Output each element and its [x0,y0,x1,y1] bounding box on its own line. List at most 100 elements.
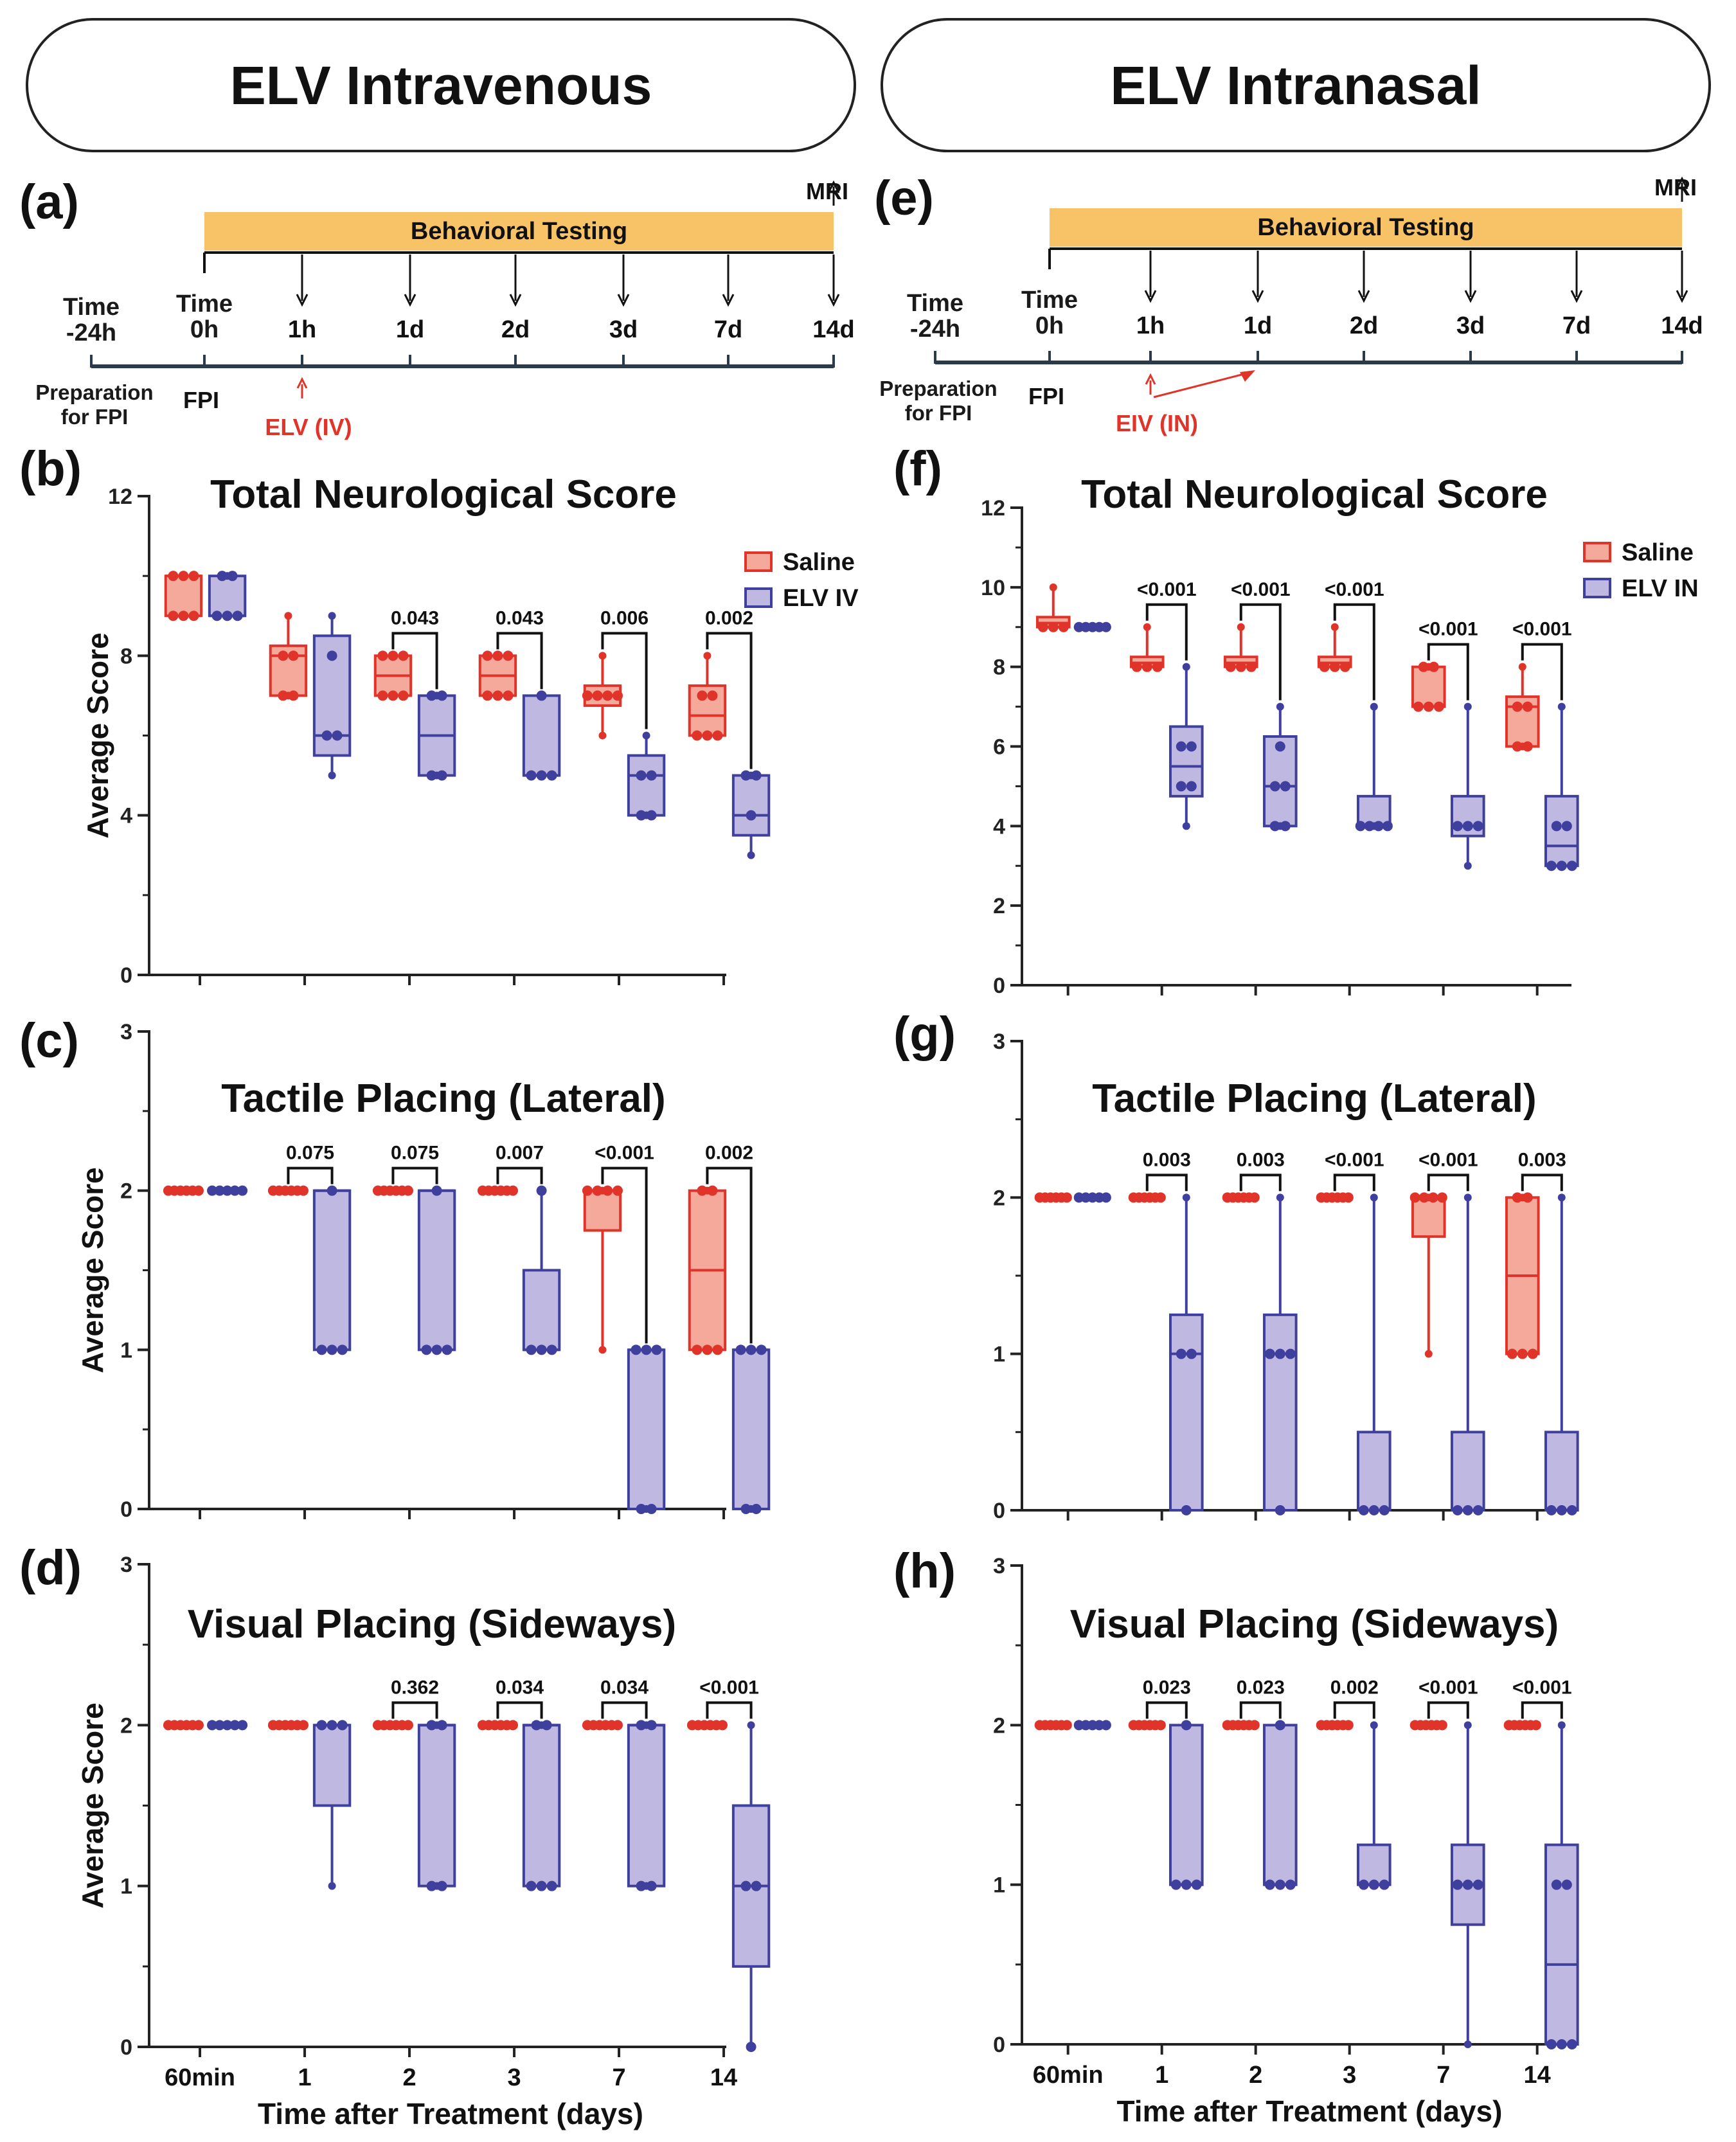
whisker-cap-point [1463,2040,1472,2048]
legend-swatch-saline [744,551,773,572]
whisker-cap-point [1182,822,1190,830]
elv-box [627,731,666,821]
data-point [1546,1505,1557,1515]
data-point [636,770,647,781]
data-point [398,650,409,661]
elv-box [522,1720,561,1891]
data-point [214,1185,225,1196]
data-point [1285,1879,1296,1890]
data-point [237,1720,248,1731]
box [583,1189,622,1232]
data-point [1343,1192,1354,1203]
saline-box [163,1720,204,1731]
panel-label: (f) [893,442,942,496]
behavioral-testing-bar [204,212,834,251]
whisker-cap-point [1276,702,1284,711]
data-point [756,1344,767,1355]
data-point [482,650,493,661]
whisker-cap-point [284,1186,292,1195]
header-left-pill [26,18,856,152]
fpi-label: FPI [183,387,219,413]
p-value-label: 0.075 [391,1143,439,1164]
data-point [1462,821,1473,832]
elv-box [1450,1193,1485,1515]
prep-label-line: Preparation [879,377,997,400]
box [1544,1431,1579,1512]
data-point [1100,1720,1111,1731]
data-point [712,1344,723,1355]
x-tick-label: 1 [298,2064,311,2091]
y-tick-label: 3 [120,1020,132,1044]
p-value-label: <0.001 [1137,579,1197,600]
whisker-cap-point [747,851,755,859]
box [688,684,727,737]
data-point [1433,701,1444,712]
elv-box [312,1185,352,1355]
timeline-tick-label: 7d [714,316,742,343]
saline-box [1128,1720,1166,1731]
whisker-cap-point [1370,1193,1378,1202]
data-point [1530,1720,1541,1731]
p-value-label: 0.007 [496,1143,544,1164]
data-point [508,1720,519,1731]
legend-label-elv: ELV IN [1622,575,1699,602]
y-tick-label: 4 [993,814,1005,839]
whisker-cap-point [1463,1506,1472,1514]
data-point [546,770,557,781]
data-point [1413,701,1424,712]
elv-box [312,612,352,780]
data-point [1566,1505,1577,1515]
whisker-cap-point [433,1721,441,1729]
elv-box [207,1720,248,1731]
whisker-cap-point [328,1346,336,1354]
box [1168,1313,1204,1512]
saline-box [1316,1720,1354,1731]
p-value-label: 0.023 [1237,1677,1285,1698]
box [522,1724,561,1888]
arrow-up-icon [827,180,840,193]
arrow-down-icon [1251,290,1264,303]
timeline-tick-label: 1h [288,316,316,343]
data-point [211,611,222,621]
data-point [692,1344,702,1355]
elv-box [1262,1193,1298,1515]
data-point [1546,861,1557,871]
data-point [482,690,493,701]
data-point [1522,701,1533,712]
whisker-cap-point [1424,1350,1433,1358]
whisker-cap-point [537,692,546,700]
whisker-cap-point [1237,1721,1245,1729]
data-point [582,690,593,701]
arrow-up-icon [1676,176,1688,190]
data-point [168,611,179,621]
box [164,575,203,618]
x-axis-label: Time after Treatment (days) [258,2097,643,2130]
y-tick-label: 2 [993,894,1005,918]
data-point [1275,1348,1285,1359]
whisker-cap-point [1182,1880,1190,1889]
whisker-cap-point [747,1721,755,1729]
elv-box [1544,1721,1579,2049]
y-tick-label: 1 [120,1875,132,1899]
panel-f: (f) Total Neurological Score 0 2 4 6 8 10 12 <0.0… [893,442,1699,998]
p-value-label: <0.001 [1325,1149,1384,1170]
whisker-cap-point [1518,1193,1526,1202]
whisker-cap-point [642,1721,650,1729]
data-point [526,1344,537,1355]
saline-box [1128,1192,1166,1203]
saline-box [478,650,517,701]
x-tick-label: 7 [1436,2062,1450,2089]
p-value-label: 0.002 [705,1143,753,1164]
y-tick-label: 4 [120,804,132,828]
chart-title: Visual Placing (Sideways) [188,1602,676,1647]
data-point [1176,1348,1186,1359]
p-value-label: <0.001 [1231,579,1291,600]
elv-box [1544,702,1579,871]
significance-bracket [1239,1174,1282,1191]
whisker-cap-point [1237,1193,1245,1202]
whisker-cap-point [433,771,441,780]
y-tick-label: 3 [120,1553,132,1577]
whisker-cap-point [1049,1721,1057,1729]
whisker-cap-point [328,612,336,620]
significance-bracket [1521,1701,1563,1719]
